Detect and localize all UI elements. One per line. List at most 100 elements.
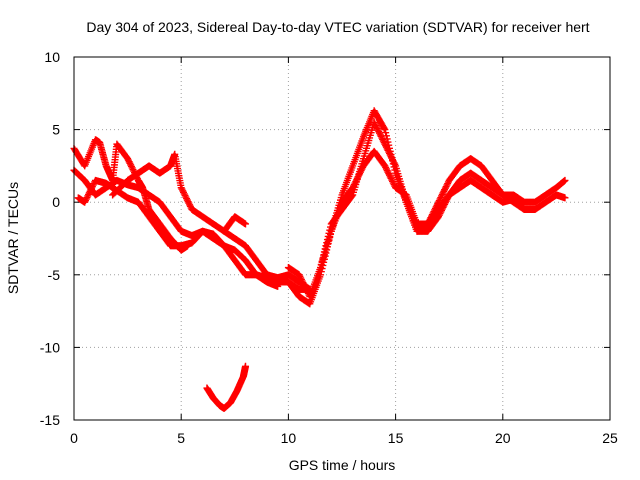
data-point: [382, 142, 390, 150]
data-point: [183, 195, 191, 203]
data-point: [439, 189, 447, 197]
data-point: [349, 184, 357, 192]
series-arc-4: [109, 150, 314, 293]
data-point: [185, 199, 193, 207]
data-point: [380, 139, 388, 147]
data-point: [441, 186, 449, 194]
data-point: [374, 126, 382, 134]
x-tick-label: 0: [70, 430, 78, 446]
chart-title: Day 304 of 2023, Sidereal Day-to-day VTE…: [86, 19, 589, 35]
data-point: [85, 189, 93, 197]
series-arc-8: [284, 118, 569, 301]
data-point: [179, 188, 187, 196]
data-point: [85, 190, 93, 198]
data-point: [385, 171, 393, 179]
data-point: [438, 190, 446, 198]
data-point: [301, 283, 309, 291]
data-point: [379, 137, 387, 145]
data-point: [377, 132, 385, 140]
data-point: [373, 125, 381, 133]
data-point: [181, 191, 189, 199]
data-point: [384, 146, 392, 154]
data-point: [184, 198, 192, 206]
data-point: [353, 174, 361, 182]
data-point: [179, 187, 187, 195]
data-point: [389, 179, 397, 187]
data-point: [382, 129, 390, 137]
data-point: [561, 176, 569, 184]
data-point: [381, 162, 389, 170]
x-tick-labels: 0 5 10 15 20 25: [70, 430, 618, 446]
data-point: [186, 202, 194, 210]
data-point: [386, 173, 394, 181]
data-point: [89, 181, 97, 189]
data-point: [297, 274, 305, 282]
data-point: [381, 140, 389, 148]
data-point: [444, 180, 452, 188]
data-point: [88, 183, 96, 191]
data-point: [86, 187, 94, 195]
series-arc-9: [317, 147, 569, 272]
data-point: [356, 168, 364, 176]
data-point: [182, 193, 190, 201]
data-point: [391, 160, 399, 168]
data-point: [128, 164, 136, 172]
data-point: [180, 190, 188, 198]
data-point: [296, 272, 304, 280]
grid-lines: [74, 57, 610, 420]
data-point: [302, 285, 310, 293]
x-tick-label: 10: [281, 430, 297, 446]
data-point: [443, 181, 451, 189]
y-tick-label: 10: [44, 49, 60, 65]
data-point: [82, 195, 90, 203]
data-point: [127, 162, 135, 170]
y-tick-label: 0: [52, 194, 60, 210]
data-point: [300, 280, 308, 288]
data-point: [354, 173, 362, 181]
data-point: [385, 170, 393, 178]
data-point: [437, 194, 445, 202]
series-arc-2: [70, 166, 282, 290]
data-point: [356, 170, 364, 178]
series-arc-7: [284, 107, 528, 308]
data-point: [183, 196, 191, 204]
data-point: [81, 198, 89, 206]
data-point: [124, 155, 132, 163]
data-point: [379, 135, 387, 143]
data-point: [84, 192, 92, 200]
data-point: [385, 149, 393, 157]
y-tick-label: 5: [52, 122, 60, 138]
data-point: [436, 195, 444, 203]
data-point: [382, 163, 390, 171]
data-point: [389, 157, 397, 165]
data-point: [389, 177, 397, 185]
data-point: [385, 148, 393, 156]
data-point: [352, 177, 360, 185]
x-axis-label: GPS time / hours: [289, 457, 396, 473]
data-point: [382, 143, 390, 151]
data-point: [384, 168, 392, 176]
data-point: [382, 165, 390, 173]
data-point: [350, 181, 358, 189]
data-point: [440, 187, 448, 195]
data-point: [383, 167, 391, 175]
plot-frame: [73, 56, 611, 421]
data-point: [381, 126, 389, 134]
data-point: [389, 156, 397, 164]
series-arc-5: [203, 362, 250, 412]
data-point: [388, 154, 396, 162]
data-point: [242, 362, 250, 370]
data-point: [178, 185, 186, 193]
data-point: [357, 167, 365, 175]
data-point: [125, 158, 133, 166]
data-point: [442, 183, 450, 191]
data-point: [383, 145, 391, 153]
x-tick-label: 25: [602, 430, 618, 446]
data-point: [390, 181, 398, 189]
data-point: [371, 120, 379, 128]
series-arc-6: [220, 213, 250, 235]
data-point: [388, 176, 396, 184]
data-point: [390, 159, 398, 167]
y-tick-label: -10: [40, 339, 60, 355]
